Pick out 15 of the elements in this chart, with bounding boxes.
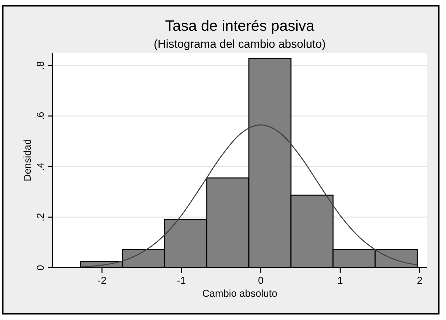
chart-subtitle: (Histograma del cambio absoluto) [154,39,326,51]
y-tick-label: .2 [36,212,47,222]
y-axis-title: Densidad [23,139,34,182]
y-tick-label: .6 [36,112,47,120]
x-tick-label: 0 [258,276,264,287]
chart-title: Tasa de interés pasiva [165,18,316,35]
y-tick-label: 0 [36,264,47,271]
x-axis-title: Cambio absoluto [202,289,278,300]
x-tick-label: -2 [98,276,108,287]
y-tick-label: .8 [36,61,47,70]
x-tick-label: -1 [177,276,187,287]
y-tick-label: .4 [36,162,47,171]
x-tick-label: 1 [338,276,344,287]
x-tick-label: 2 [417,276,424,287]
line-series [80,124,418,268]
